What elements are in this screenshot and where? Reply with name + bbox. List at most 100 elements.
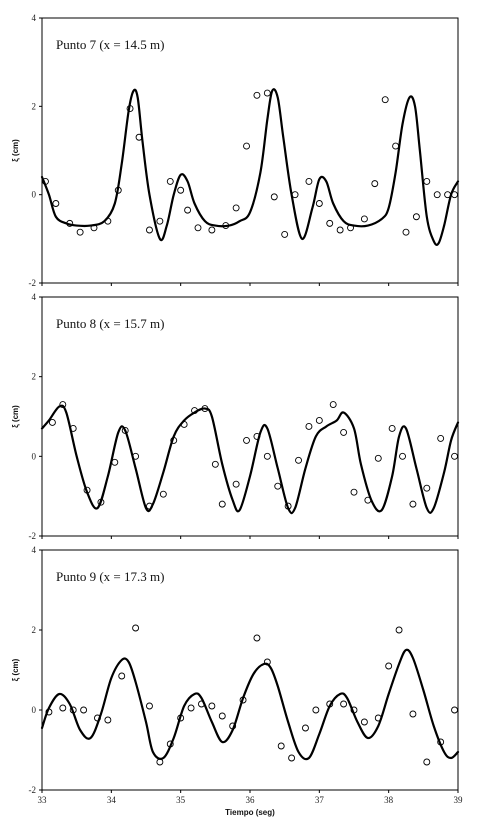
data-point — [69, 425, 77, 432]
data-point — [451, 191, 458, 199]
data-point — [270, 193, 278, 201]
data-point — [315, 417, 323, 424]
data-point — [350, 706, 358, 714]
y-tick-label: 2 — [32, 372, 37, 382]
x-tick-label: 33 — [38, 795, 48, 805]
data-point — [121, 426, 129, 434]
data-point — [177, 714, 185, 722]
data-point — [392, 142, 400, 150]
data-point — [281, 230, 289, 238]
data-point — [399, 452, 406, 460]
data-point — [198, 700, 205, 708]
data-point — [374, 714, 382, 722]
data-point — [159, 490, 167, 498]
data-point — [326, 219, 334, 227]
y-tick-label: 0 — [32, 451, 37, 461]
data-point — [288, 754, 296, 762]
y-tick-label: 4 — [32, 292, 37, 302]
data-point — [329, 401, 337, 408]
data-point — [243, 142, 250, 150]
y-axis-label: ξ (cm) — [11, 139, 20, 162]
data-point — [208, 702, 216, 710]
x-tick-label: 34 — [107, 795, 117, 805]
data-point — [274, 482, 282, 490]
data-point — [395, 626, 403, 634]
data-point — [312, 706, 320, 714]
panel-title: Punto 7 (x = 14.5 m) — [56, 37, 164, 52]
data-point — [402, 228, 410, 236]
data-point — [360, 718, 368, 726]
y-tick-label: -2 — [29, 531, 37, 541]
data-point — [350, 488, 358, 496]
data-point — [97, 498, 105, 506]
data-point — [166, 740, 174, 748]
data-point — [166, 177, 174, 185]
x-tick-label: 38 — [384, 795, 394, 805]
x-tick-label: 37 — [315, 795, 325, 805]
data-point — [42, 177, 49, 185]
data-point — [48, 419, 56, 426]
data-point — [194, 224, 202, 232]
y-axis-label: ξ (cm) — [11, 405, 20, 428]
panel-title: Punto 9 (x = 17.3 m) — [56, 569, 164, 584]
plot-area-2 — [41, 296, 459, 537]
data-point — [263, 658, 271, 666]
data-point — [263, 89, 271, 97]
y-tick-label: 0 — [32, 705, 37, 715]
data-point — [291, 191, 299, 199]
data-point — [146, 226, 153, 234]
data-point — [156, 758, 164, 766]
data-point — [52, 200, 60, 207]
data-point — [201, 405, 209, 412]
data-point — [132, 452, 140, 460]
y-tick-label: 0 — [32, 190, 37, 200]
data-point — [423, 758, 431, 766]
data-point — [135, 133, 143, 141]
data-point — [187, 704, 195, 712]
data-point — [184, 206, 192, 214]
data-point — [218, 500, 226, 508]
data-point — [90, 224, 98, 232]
data-point — [170, 436, 178, 444]
data-point — [374, 454, 382, 462]
data-point — [232, 480, 240, 488]
data-point — [180, 421, 188, 428]
panel-title: Punto 8 (x = 15.7 m) — [56, 316, 164, 331]
x-tick-label: 35 — [176, 795, 186, 805]
data-point — [156, 217, 164, 225]
data-point — [263, 452, 271, 460]
data-point — [218, 712, 226, 720]
data-point — [94, 714, 101, 722]
y-tick-label: 2 — [32, 101, 37, 111]
data-point — [364, 496, 372, 504]
data-point — [315, 200, 323, 207]
plot-area-3 — [41, 549, 459, 791]
y-tick-label: 2 — [32, 625, 37, 635]
data-point — [104, 716, 112, 724]
y-tick-label: 4 — [32, 545, 37, 555]
data-point — [360, 215, 368, 223]
data-point — [388, 425, 396, 432]
data-point — [423, 484, 431, 492]
x-tick-label: 36 — [246, 795, 256, 805]
data-point — [423, 177, 431, 185]
data-point — [253, 634, 261, 642]
data-point — [277, 742, 285, 750]
data-point — [191, 407, 198, 414]
y-tick-label: -2 — [29, 278, 37, 288]
series-line — [40, 88, 460, 246]
data-point — [126, 105, 134, 112]
data-point — [222, 222, 230, 230]
data-point — [232, 204, 240, 212]
data-point — [381, 96, 389, 104]
data-point — [253, 432, 261, 440]
data-point — [239, 696, 247, 704]
data-point — [336, 226, 344, 234]
data-point — [114, 186, 122, 194]
data-point — [66, 219, 74, 227]
data-point — [444, 191, 452, 199]
data-point — [208, 226, 216, 234]
data-point — [69, 706, 77, 714]
data-point — [132, 624, 140, 632]
